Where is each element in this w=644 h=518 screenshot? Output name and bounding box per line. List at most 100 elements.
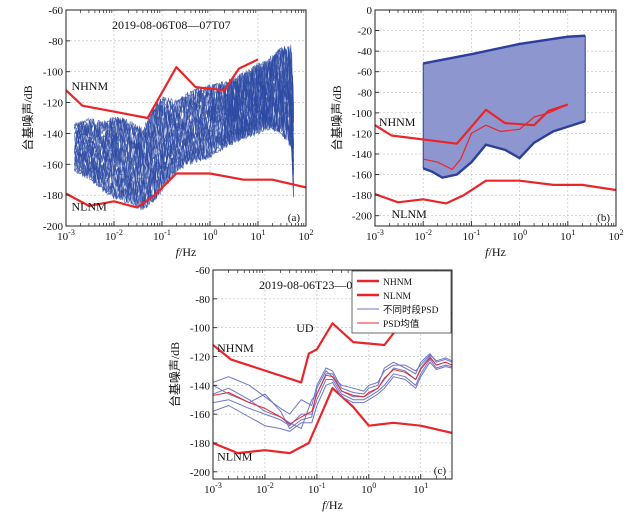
y-ticks: -200 -180 -160 -140 -120 -100 -80 -60	[190, 265, 217, 479]
panel-c: 10-3 10-2 10-1 100 101 -200 -180 -160 -140 -120 -1…	[167, 265, 453, 512]
panel-label: (b)	[597, 212, 610, 224]
x-tick-label: 100	[203, 228, 218, 243]
x-axis-label: f/Hz	[322, 498, 343, 512]
y-tick-label: -180	[352, 190, 373, 202]
x-tick-label: 10-3	[57, 228, 75, 243]
annotation-nhnm: NHNM	[379, 115, 416, 129]
series-line-4	[213, 358, 452, 427]
psd-trace	[74, 103, 294, 207]
x-tick-label: 100	[361, 481, 376, 496]
psd-trace	[74, 66, 294, 172]
y-tick-label: -60	[195, 265, 210, 277]
panel-label: (c)	[434, 465, 447, 477]
nlnm-line	[213, 387, 452, 455]
y-tick-label: -60	[48, 5, 63, 17]
plot-area	[66, 44, 306, 210]
y-tick-label: -160	[43, 159, 64, 171]
plot-frame	[374, 9, 617, 227]
y-tick-label: -140	[352, 149, 373, 161]
annotation-nhnm: NHNM	[217, 341, 254, 355]
legend-label: NHNM	[383, 278, 413, 288]
component-label: UD	[296, 321, 314, 335]
y-tick-label: -80	[195, 294, 210, 306]
x-tick-label: 10-1	[153, 228, 171, 243]
y-tick-label: -120	[190, 351, 211, 363]
series-line-3	[213, 356, 452, 430]
y-ticks: -200-180-160-140-120-100-80-60-40-200	[352, 5, 379, 223]
x-tick-label: 101	[560, 228, 575, 243]
x-ticks: 10-3 10-2 10-1 100 101	[204, 270, 453, 496]
y-tick-label: -60	[357, 67, 372, 79]
psd-trace	[74, 76, 294, 180]
y-axis-label: 台基噪声/dB	[329, 85, 344, 150]
x-tick-label: 10-1	[463, 228, 481, 243]
x-axis-label: f/Hz	[176, 245, 197, 259]
panel-label: (a)	[288, 212, 301, 224]
annotation-nhnm: NHNM	[71, 79, 108, 93]
x-tick-label: 102	[609, 228, 624, 243]
x-tick-label: 10-2	[256, 481, 274, 496]
psd-range-area	[423, 35, 586, 178]
series-line-2	[423, 104, 569, 170]
psd-trace	[74, 45, 294, 139]
legend-label: NLNM	[383, 292, 412, 302]
series-line-5	[213, 354, 452, 430]
series-line-2	[213, 353, 452, 415]
y-tick-label: -160	[190, 409, 211, 421]
psd-trace	[74, 67, 294, 168]
plot-frame	[65, 9, 307, 227]
y-tick-label: -140	[43, 128, 64, 140]
nhnm-line	[66, 58, 259, 120]
x-axis-label: f/Hz	[485, 245, 506, 259]
panel-b: 10-3 10-2 10-1 100 101 102-200-180-160-140-12…	[329, 5, 624, 259]
y-ticks: -200 -180 -160 -140 -120 -100 -80 -60	[43, 5, 70, 233]
y-tick-label: -160	[352, 170, 373, 182]
y-tick-label: -80	[48, 36, 63, 48]
y-tick-label: -180	[190, 438, 211, 450]
y-tick-label: -120	[43, 98, 64, 110]
x-tick-label: 10-2	[414, 228, 432, 243]
x-ticks: 10-3 10-2 10-1 100 101 102	[366, 10, 624, 243]
x-tick-label: 10-1	[308, 481, 326, 496]
y-tick-label: -100	[190, 323, 211, 335]
y-tick-label: -100	[352, 108, 373, 120]
x-ticks: 10-3 10-2 10-1 100 101 102	[57, 10, 314, 243]
annotation-nlnm: NLNM	[392, 207, 428, 221]
y-axis-label: 台基噪声/dB	[20, 85, 35, 150]
y-tick-label: -200	[352, 211, 373, 223]
legend-label: PSD均值	[383, 318, 420, 330]
y-tick-label: -180	[43, 190, 64, 202]
psd-upper-bound	[422, 34, 586, 65]
y-tick-label: -40	[357, 46, 372, 58]
y-tick-label: -200	[43, 221, 64, 233]
plot-area	[213, 312, 452, 455]
annotation-nlnm: NLNM	[217, 449, 253, 463]
panel-a: 10-3 10-2 10-1 100 101 102 -200 -180 -160 -140 -12…	[20, 5, 314, 259]
y-tick-label: 0	[367, 5, 373, 17]
x-tick-label: 102	[299, 228, 314, 243]
annotation-nlnm: NLNM	[71, 200, 107, 214]
nlnm-line	[375, 179, 616, 205]
y-tick-label: -120	[352, 128, 373, 140]
y-axis-label: 台基噪声/dB	[167, 342, 182, 407]
legend-label: 不同时段PSD	[383, 304, 439, 316]
chart-title: 2019-08-06T23—07T02	[259, 278, 378, 292]
y-tick-label: -140	[190, 380, 211, 392]
psd-trace	[74, 44, 294, 149]
x-tick-label: 10-3	[204, 481, 222, 496]
legend: NHNM NLNM 不同时段PSD PSD均值	[351, 270, 452, 334]
y-tick-label: -20	[357, 26, 372, 38]
x-tick-label: 101	[251, 228, 266, 243]
y-tick-label: -200	[190, 467, 211, 479]
series-line-6	[213, 361, 452, 432]
y-tick-label: -80	[357, 87, 372, 99]
x-tick-label: 101	[413, 481, 428, 496]
x-tick-label: 10-2	[105, 228, 123, 243]
y-tick-label: -100	[43, 67, 64, 79]
series-line-7	[213, 357, 452, 425]
x-tick-label: 10-3	[366, 228, 384, 243]
psd-lower-bound	[422, 119, 586, 179]
plot-area	[375, 34, 616, 205]
nlnm-line	[66, 172, 306, 209]
